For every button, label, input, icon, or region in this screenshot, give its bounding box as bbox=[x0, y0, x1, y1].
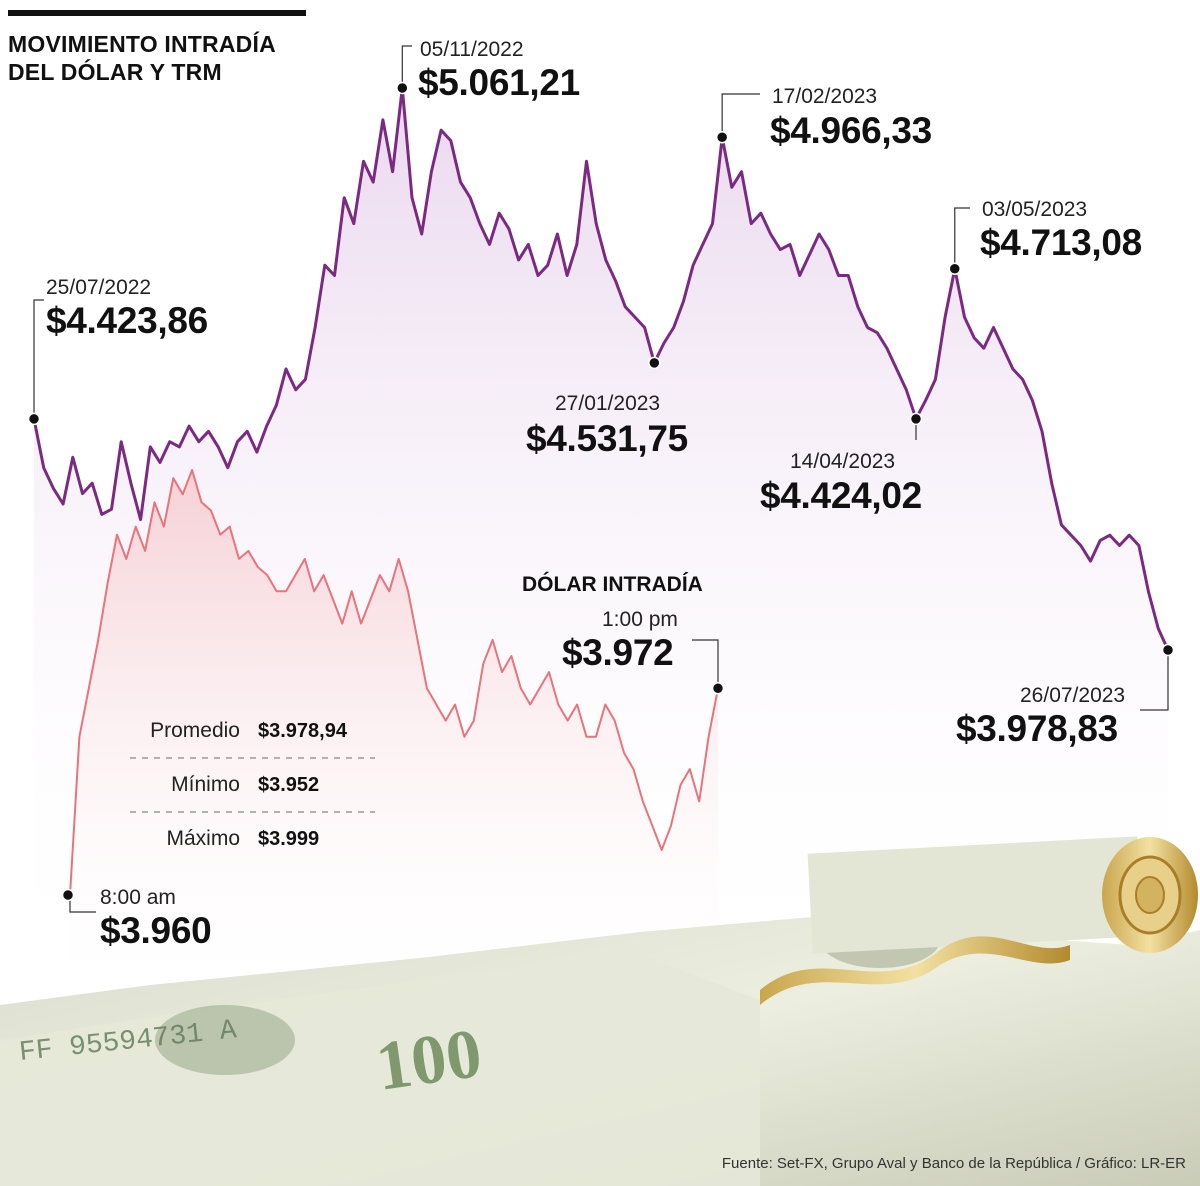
annotation-leader bbox=[1140, 650, 1169, 711]
annotation-value: $4.424,02 bbox=[760, 475, 922, 516]
title-line-1: MOVIMIENTO INTRADÍA bbox=[8, 31, 276, 57]
annotation-marker bbox=[648, 356, 661, 370]
annotation-value: $4.423,86 bbox=[46, 300, 208, 341]
annotation-value: $3.978,83 bbox=[956, 708, 1118, 749]
annotation-date: 14/04/2023 bbox=[790, 450, 896, 473]
stat-value-minimo: $3.952 bbox=[258, 774, 320, 796]
source-note: Fuente: Set-FX, Grupo Aval y Banco de la… bbox=[721, 1155, 1186, 1172]
trm-line bbox=[32, 86, 1170, 651]
intraday-end-leader bbox=[692, 639, 719, 689]
intraday-end-value: $3.972 bbox=[562, 632, 674, 673]
annotation-date: 17/02/2023 bbox=[772, 85, 878, 108]
stat-label-maximo: Máximo bbox=[166, 827, 240, 850]
dollar-bill-illustration: 100 FF 95594731 A bbox=[0, 836, 1200, 1186]
intraday-start-time: 8:00 am bbox=[100, 886, 176, 909]
stat-label-minimo: Mínimo bbox=[171, 773, 240, 796]
annotation-date: 03/05/2023 bbox=[982, 198, 1088, 221]
annotation-marker bbox=[948, 262, 962, 276]
intraday-area bbox=[70, 470, 718, 990]
annotation-value: $5.061,21 bbox=[418, 62, 580, 103]
stats-dividers bbox=[130, 757, 375, 813]
intraday-start-marker bbox=[61, 888, 75, 902]
stat-label-promedio: Promedio bbox=[150, 719, 240, 742]
annotation-date: 27/01/2023 bbox=[555, 392, 661, 415]
chart-title: MOVIMIENTO INTRADÍA DEL DÓLAR Y TRM bbox=[8, 30, 276, 86]
annotation-marker bbox=[1161, 643, 1175, 657]
svg-text:100: 100 bbox=[372, 1015, 487, 1106]
annotation-marker bbox=[715, 131, 729, 144]
annotation-value: $4.713,08 bbox=[980, 222, 1142, 263]
annotation-marker bbox=[396, 81, 409, 95]
intraday-line bbox=[69, 469, 719, 896]
title-bar bbox=[8, 10, 306, 16]
stat-value-maximo: $3.999 bbox=[258, 828, 320, 850]
annotation-marker bbox=[27, 412, 41, 426]
annotation-date: 25/07/2022 bbox=[46, 276, 152, 299]
intraday-end-marker bbox=[711, 682, 725, 695]
intraday-end-time: 1:00 pm bbox=[602, 608, 678, 631]
annotation-value: $4.531,75 bbox=[526, 418, 688, 459]
annotation-value: $4.966,33 bbox=[770, 110, 932, 151]
annotation-date: 05/11/2022 bbox=[420, 38, 524, 61]
annotation-leader bbox=[401, 45, 412, 88]
annotation-leader bbox=[954, 207, 970, 269]
annotation-marker bbox=[909, 412, 923, 426]
annotation-leader bbox=[33, 299, 44, 419]
intraday-start-value: $3.960 bbox=[100, 910, 212, 951]
intraday-section-title: DÓLAR INTRADÍA bbox=[522, 573, 703, 596]
annotation-leader bbox=[721, 93, 760, 138]
annotation-date: 26/07/2023 bbox=[1020, 684, 1126, 707]
stat-value-promedio: $3.978,94 bbox=[258, 720, 347, 742]
title-line-2: DEL DÓLAR Y TRM bbox=[8, 59, 222, 85]
